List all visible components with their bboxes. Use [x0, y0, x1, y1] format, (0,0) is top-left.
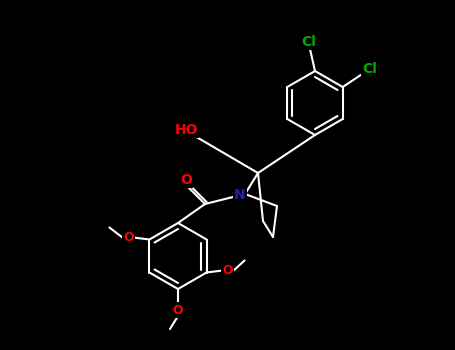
Text: O: O	[123, 231, 134, 244]
Text: Cl: Cl	[362, 62, 377, 76]
Text: HO: HO	[174, 123, 198, 137]
Text: O: O	[222, 264, 233, 277]
Text: N: N	[234, 188, 246, 202]
Text: Cl: Cl	[302, 35, 316, 49]
Text: O: O	[180, 173, 192, 187]
Text: O: O	[173, 303, 183, 316]
